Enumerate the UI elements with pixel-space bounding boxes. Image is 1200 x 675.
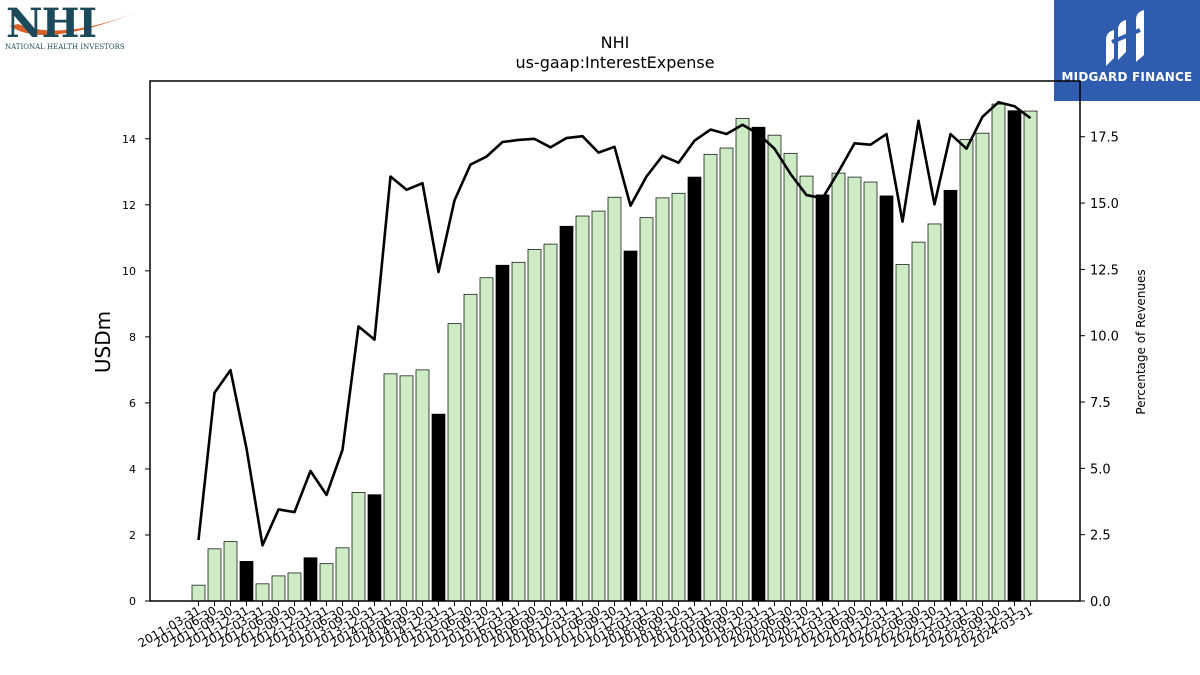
chart-subtitle: us-gaap:InterestExpense	[515, 53, 714, 72]
bar-2024-03-31	[1023, 110, 1038, 602]
bar-2011-09-30	[223, 541, 238, 602]
bar-2015-09-30	[479, 277, 494, 602]
bar-2017-03-31	[575, 215, 590, 602]
y-tick-label: 10	[122, 265, 136, 278]
bar-2015-03-31	[447, 323, 462, 602]
y-axis-label: USDm	[91, 311, 115, 373]
bar-2015-12-31	[495, 264, 510, 602]
bar-2016-06-30	[527, 249, 542, 602]
bar-2022-12-31	[943, 189, 958, 602]
bar-2014-09-30	[415, 369, 430, 602]
chart-title: NHI	[601, 33, 630, 52]
bar-2019-12-31	[751, 126, 766, 602]
bar-2016-09-30	[543, 243, 558, 602]
y2-tick-label: 5.0	[1090, 462, 1111, 477]
bar-2013-03-31	[319, 563, 334, 602]
bar-2021-03-31	[831, 172, 846, 602]
bar-2013-09-30	[351, 492, 366, 602]
bar-2022-06-30	[911, 241, 926, 602]
bar-2014-12-31	[431, 413, 446, 602]
y-tick-label: 2	[129, 529, 136, 542]
bar-2017-12-31	[623, 250, 638, 602]
bar-2013-12-31	[367, 494, 382, 602]
bar-2018-06-30	[655, 197, 670, 602]
y2-tick-label: 0.0	[1090, 595, 1111, 610]
bar-2017-09-30	[607, 196, 622, 602]
bar-2011-03-31	[191, 584, 206, 602]
bar-2019-03-31	[703, 153, 718, 602]
y-tick-label: 12	[122, 199, 136, 212]
bar-2021-12-31	[879, 195, 894, 602]
nhi-logo-subtitle: NATIONAL HEALTH INVESTORS	[5, 43, 125, 51]
bar-2019-09-30	[735, 117, 750, 602]
y2-tick-label: 15.0	[1090, 197, 1119, 212]
y-axis-ticks: 0 2 4 6 8 10 12 14	[122, 133, 150, 608]
y2-axis-ticks: 0.0 2.5 5.0 7.5 10.0 12.5 15.0 17.5	[1080, 131, 1119, 610]
x-axis-ticks: 2011-03-312011-06-302011-09-302011-12-31…	[136, 601, 1035, 650]
ratio-line-group	[197, 100, 1032, 547]
y2-tick-label: 17.5	[1090, 131, 1119, 146]
y2-tick-label: 12.5	[1090, 263, 1119, 278]
bar-2021-09-30	[863, 181, 878, 602]
y-tick-label: 8	[129, 331, 136, 344]
bar-2013-06-30	[335, 547, 350, 602]
bar-2014-06-30	[399, 375, 414, 602]
bar-2018-09-30	[671, 192, 686, 602]
bar-2012-09-30	[287, 572, 302, 602]
bar-2016-03-31	[511, 261, 526, 602]
bar-2011-06-30	[207, 548, 222, 602]
bar-2018-03-31	[639, 217, 654, 602]
bar-2012-06-30	[271, 575, 286, 602]
y2-tick-label: 2.5	[1090, 529, 1111, 544]
nhi-logo-letters: NHI	[6, 0, 97, 47]
bar-2011-12-31	[239, 561, 254, 602]
bars-group	[191, 103, 1038, 602]
bar-2015-06-30	[463, 293, 478, 602]
midgard-logo-text: MIDGARD FINANCE	[1061, 70, 1193, 84]
y-tick-label: 4	[129, 463, 136, 476]
bar-2023-06-30	[975, 132, 990, 602]
bar-2022-09-30	[927, 223, 942, 602]
bar-2020-09-30	[799, 175, 814, 602]
midgard-logo-mark	[1106, 10, 1144, 66]
bar-2017-06-30	[591, 210, 606, 602]
midgard-finance-logo: MIDGARD FINANCE	[1054, 0, 1200, 101]
y2-tick-label: 10.0	[1090, 330, 1119, 345]
nhi-logo: NHI NATIONAL HEALTH INVESTORS	[4, 0, 146, 54]
nhi-logo-swoosh	[10, 10, 142, 35]
ratio-line	[197, 100, 1032, 547]
y-tick-label: 0	[129, 595, 136, 608]
y2-axis-label: Percentage of Revenues	[1134, 269, 1148, 414]
bar-2012-03-31	[255, 583, 270, 602]
bar-2020-06-30	[783, 152, 798, 602]
y2-tick-label: 7.5	[1090, 396, 1111, 411]
bar-2023-12-31	[1007, 110, 1022, 602]
bar-2018-12-31	[687, 176, 702, 602]
y-tick-label: 6	[129, 397, 136, 410]
bar-2012-12-31	[303, 557, 318, 602]
bar-2023-03-31	[959, 139, 974, 602]
bar-2014-03-31	[383, 373, 398, 602]
bar-2019-06-30	[719, 147, 734, 602]
bar-2023-09-30	[991, 103, 1006, 602]
bar-2020-03-31	[767, 134, 782, 602]
bar-2022-03-31	[895, 264, 910, 602]
bar-2021-06-30	[847, 176, 862, 602]
y-tick-label: 14	[122, 133, 136, 146]
bar-2016-12-31	[559, 225, 574, 602]
bar-2020-12-31	[815, 194, 830, 602]
